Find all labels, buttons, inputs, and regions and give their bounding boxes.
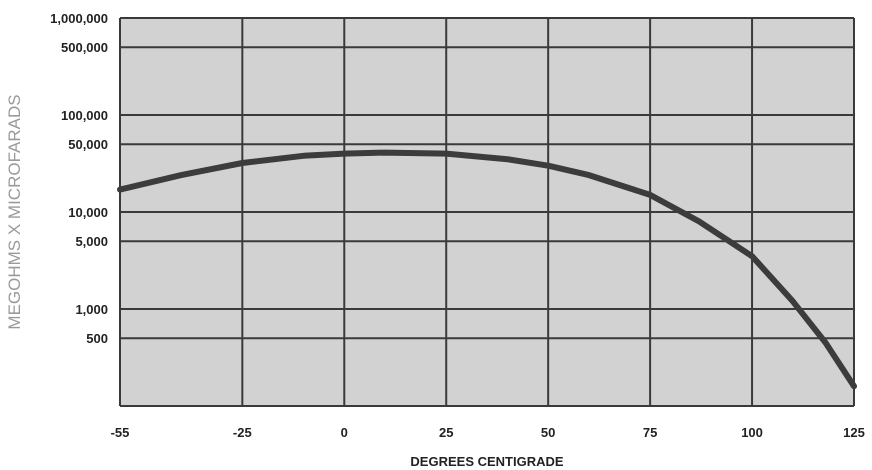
y-tick-label: 100,000 (61, 108, 108, 123)
x-tick-label: 75 (643, 425, 657, 440)
curve-layer (117, 149, 857, 390)
x-tick-label: 50 (541, 425, 555, 440)
y-tick-label: 500,000 (61, 40, 108, 55)
x-tick-labels: -55 -25 0 25 50 75 100 125 (111, 425, 865, 440)
y-tick-label: 5,000 (75, 234, 108, 249)
y-tick-label: 50,000 (68, 137, 108, 152)
y-tick-label: 1,000,000 (50, 11, 108, 26)
x-tick-label: 25 (439, 425, 453, 440)
y-axis-label: MEGOHMS X MICROFARADS (5, 94, 24, 329)
x-tick-label: 0 (341, 425, 348, 440)
x-axis-label: DEGREES CENTIGRADE (410, 454, 563, 469)
x-tick-label: 125 (843, 425, 865, 440)
insulation-resistance-curve (117, 149, 857, 390)
x-tick-label: -55 (111, 425, 130, 440)
y-tick-label: 1,000 (75, 302, 108, 317)
x-tick-label: 100 (741, 425, 763, 440)
x-tick-label: -25 (233, 425, 252, 440)
y-tick-label: 500 (86, 331, 108, 346)
y-tick-label: 10,000 (68, 205, 108, 220)
y-tick-labels: 500 1,000 5,000 10,000 50,000 100,000 500,000 1… (50, 11, 108, 346)
